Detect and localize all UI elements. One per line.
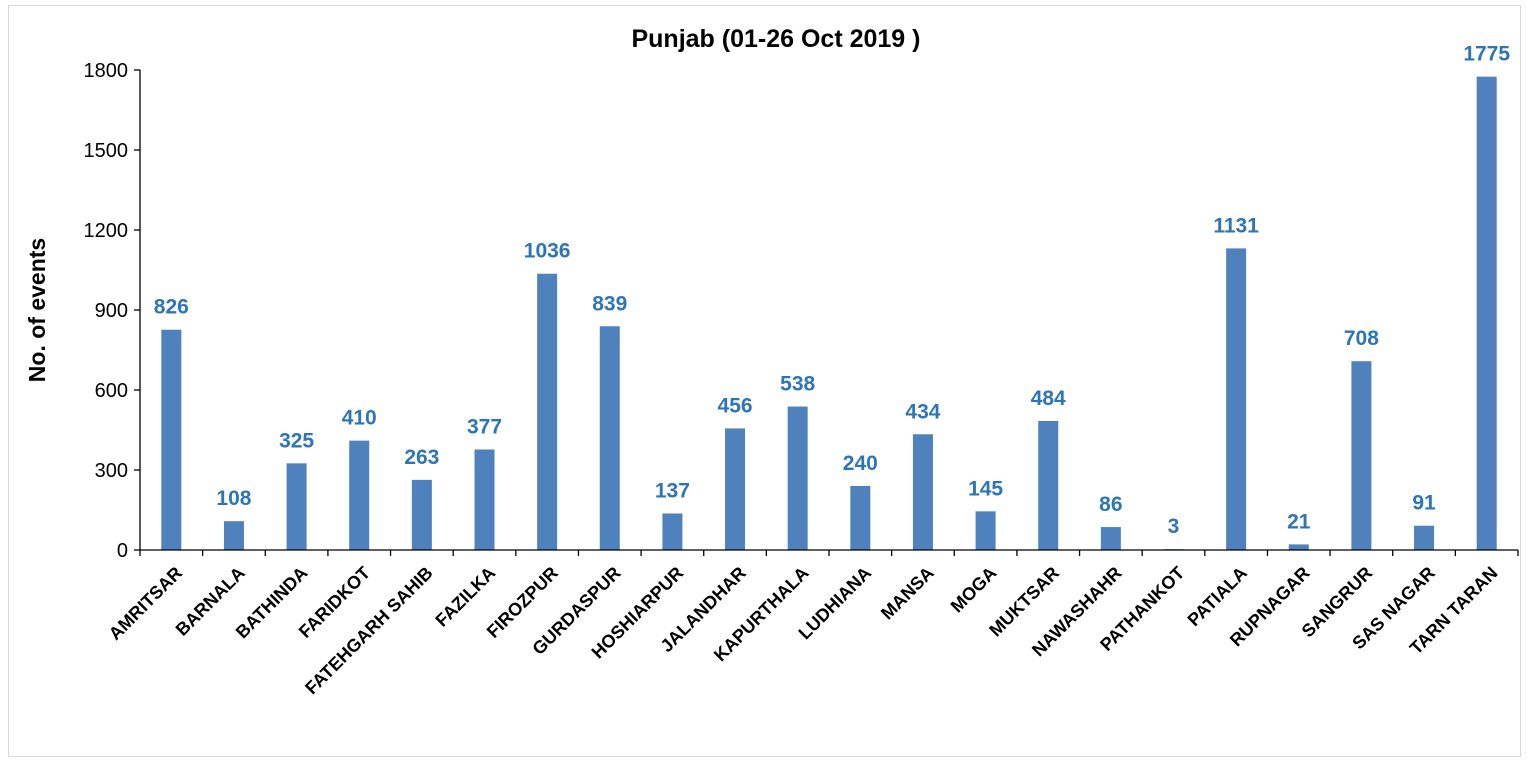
chart-title: Punjab (01-26 Oct 2019 ) — [631, 25, 920, 53]
data-label: 1775 — [1463, 43, 1510, 66]
data-label: 410 — [342, 407, 377, 430]
data-label: 538 — [780, 373, 815, 396]
data-label: 826 — [154, 296, 189, 319]
data-label: 137 — [655, 479, 690, 502]
bar — [161, 329, 182, 550]
x-tick-label: MOGA — [947, 563, 1001, 617]
data-label: 708 — [1344, 327, 1379, 350]
data-label: 325 — [279, 429, 314, 452]
bar — [223, 521, 244, 550]
axes — [139, 70, 1518, 551]
bar — [349, 440, 370, 550]
bar — [1476, 76, 1497, 551]
data-label: 484 — [1031, 387, 1066, 410]
y-axis-ticks: 0 300 600 900 1200 1500 1800 — [84, 60, 140, 562]
bar — [662, 513, 683, 550]
bar — [1038, 420, 1059, 550]
chart-frame — [8, 5, 1521, 757]
x-tick-label: AMRITSAR — [105, 563, 186, 644]
bar — [912, 434, 933, 550]
data-label: 377 — [467, 415, 502, 438]
data-label: 86 — [1099, 493, 1122, 516]
bar — [474, 449, 495, 550]
bars-group — [161, 76, 1497, 551]
y-tick-label: 600 — [95, 380, 128, 402]
bar — [1414, 525, 1435, 550]
bar — [1226, 248, 1247, 550]
y-tick-label: 1500 — [84, 140, 129, 162]
y-tick-label: 0 — [117, 540, 128, 562]
bar — [599, 326, 620, 550]
data-label: 839 — [592, 292, 627, 315]
data-label: 1036 — [524, 240, 571, 263]
data-label: 1131 — [1213, 214, 1259, 237]
data-label: 240 — [843, 452, 878, 475]
data-label: 456 — [718, 394, 753, 417]
bar — [411, 479, 432, 550]
data-label: 21 — [1287, 510, 1311, 533]
data-label: 145 — [968, 477, 1003, 500]
data-label: 263 — [404, 446, 439, 469]
data-label: 3 — [1168, 515, 1180, 538]
y-tick-label: 300 — [95, 460, 128, 482]
bar — [1288, 544, 1309, 550]
x-axis-ticks: AMRITSARBARNALABATHINDAFARIDKOTFATEHGARH… — [105, 550, 1519, 699]
data-label: 91 — [1412, 492, 1436, 515]
bar — [787, 406, 808, 550]
bar — [286, 463, 307, 550]
data-label: 434 — [905, 400, 940, 423]
y-axis-label: No. of events — [24, 238, 50, 382]
data-label: 108 — [216, 487, 251, 510]
bar — [1351, 361, 1372, 550]
bar — [725, 428, 746, 550]
bar — [975, 511, 996, 550]
y-tick-label: 900 — [95, 300, 128, 322]
x-tick-label: FATEHGARH SAHIB — [301, 563, 437, 699]
y-tick-label: 1200 — [84, 220, 129, 242]
x-tick-label: MANSA — [877, 563, 938, 624]
bar — [537, 273, 558, 550]
bar — [1100, 527, 1121, 550]
y-tick-label: 1800 — [84, 60, 129, 82]
data-labels-group: 826 108 325 410 263 377 1036 839 137 456 538 240 434… — [154, 43, 1511, 539]
bar — [850, 486, 871, 550]
